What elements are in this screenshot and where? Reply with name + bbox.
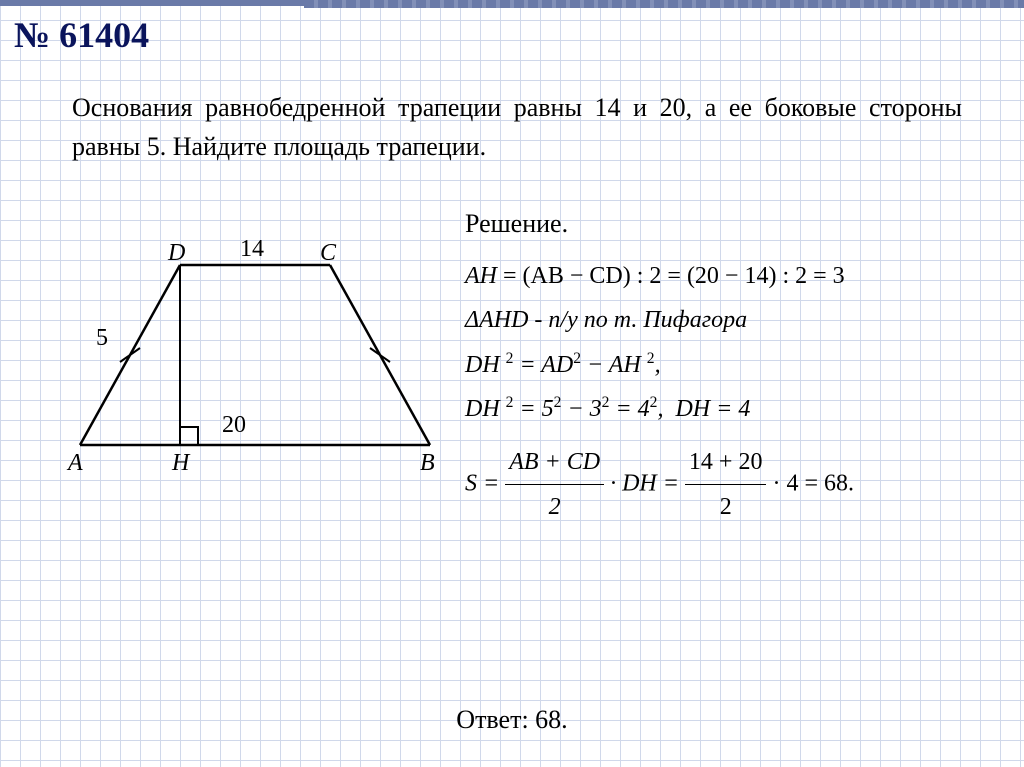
problem-number: № 61404 bbox=[14, 14, 149, 56]
solution-line-1: AH = (AB − CD) : 2 = (20 − 14) : 2 = 3 bbox=[465, 254, 1015, 298]
vertex-A: A bbox=[68, 450, 83, 477]
solution-line-4: DH 2 = 52 − 32 = 42, DH = 4 bbox=[465, 387, 1015, 431]
label-side: 5 bbox=[96, 325, 108, 352]
solution-title: Решение. bbox=[465, 200, 1015, 248]
label-top: 14 bbox=[240, 236, 264, 263]
vertex-B: B bbox=[420, 450, 435, 477]
problem-statement: Основания равнобедренной трапеции равны … bbox=[72, 88, 962, 166]
l5-end: · 4 = 68. bbox=[772, 470, 854, 496]
frac2-den: 2 bbox=[685, 485, 767, 529]
answer: Ответ: 68. bbox=[0, 705, 1024, 735]
l5-S: S bbox=[465, 470, 477, 496]
frac-1: AB + CD 2 bbox=[505, 440, 604, 530]
solution-line-5: S = AB + CD 2 · DH = 14 + 20 2 · 4 = 68. bbox=[465, 440, 1015, 530]
vertex-C: C bbox=[320, 240, 336, 267]
trapezoid-diagram: D C A B H 14 5 20 bbox=[50, 200, 450, 500]
solution-line-2: ΔAHD - п/у по т. Пифагора bbox=[465, 298, 1015, 342]
l5-mid: · DH = bbox=[610, 470, 679, 496]
point-H: H bbox=[172, 450, 189, 477]
label-bottom: 20 bbox=[222, 412, 246, 439]
top-border-pattern bbox=[304, 0, 1024, 8]
l1-rhs: = (AB − CD) : 2 = (20 − 14) : 2 = 3 bbox=[503, 263, 845, 289]
vertex-D: D bbox=[168, 240, 185, 267]
frac-2: 14 + 20 2 bbox=[685, 440, 767, 530]
solution-block: Решение. AH = (AB − CD) : 2 = (20 − 14) … bbox=[465, 200, 1015, 529]
frac2-num: 14 + 20 bbox=[685, 440, 767, 485]
frac1-den: 2 bbox=[505, 485, 604, 529]
frac1-num: AB + CD bbox=[505, 440, 604, 485]
l1-lhs: AH bbox=[465, 263, 497, 289]
solution-line-3: DH 2 = AD2 − AH 2, bbox=[465, 343, 1015, 387]
